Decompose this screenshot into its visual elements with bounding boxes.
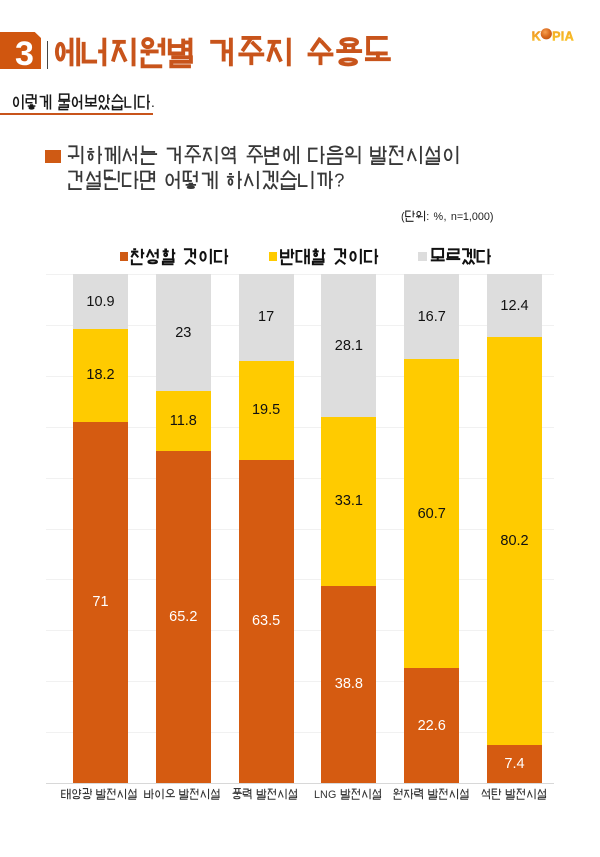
svg-text:N: N — [320, 789, 328, 801]
svg-text:.: . — [151, 95, 155, 110]
svg-text:%: % — [433, 211, 443, 223]
svg-text:L: L — [314, 789, 320, 801]
svg-text:G: G — [328, 789, 336, 801]
svg-text:K: K — [532, 29, 541, 43]
svg-text:(: ( — [401, 211, 405, 223]
svg-text:1: 1 — [462, 211, 468, 223]
svg-text:0: 0 — [483, 211, 489, 223]
svg-text:=: = — [456, 211, 462, 223]
svg-text:PIA: PIA — [552, 29, 574, 43]
svg-text:n: n — [450, 211, 456, 223]
svg-text:0: 0 — [477, 211, 483, 223]
svg-text:): ) — [489, 211, 493, 223]
svg-text:?: ? — [334, 169, 344, 190]
svg-text:,: , — [443, 211, 446, 223]
svg-text::: : — [426, 211, 429, 223]
svg-text:0: 0 — [471, 211, 477, 223]
svg-text:,: , — [468, 211, 471, 223]
